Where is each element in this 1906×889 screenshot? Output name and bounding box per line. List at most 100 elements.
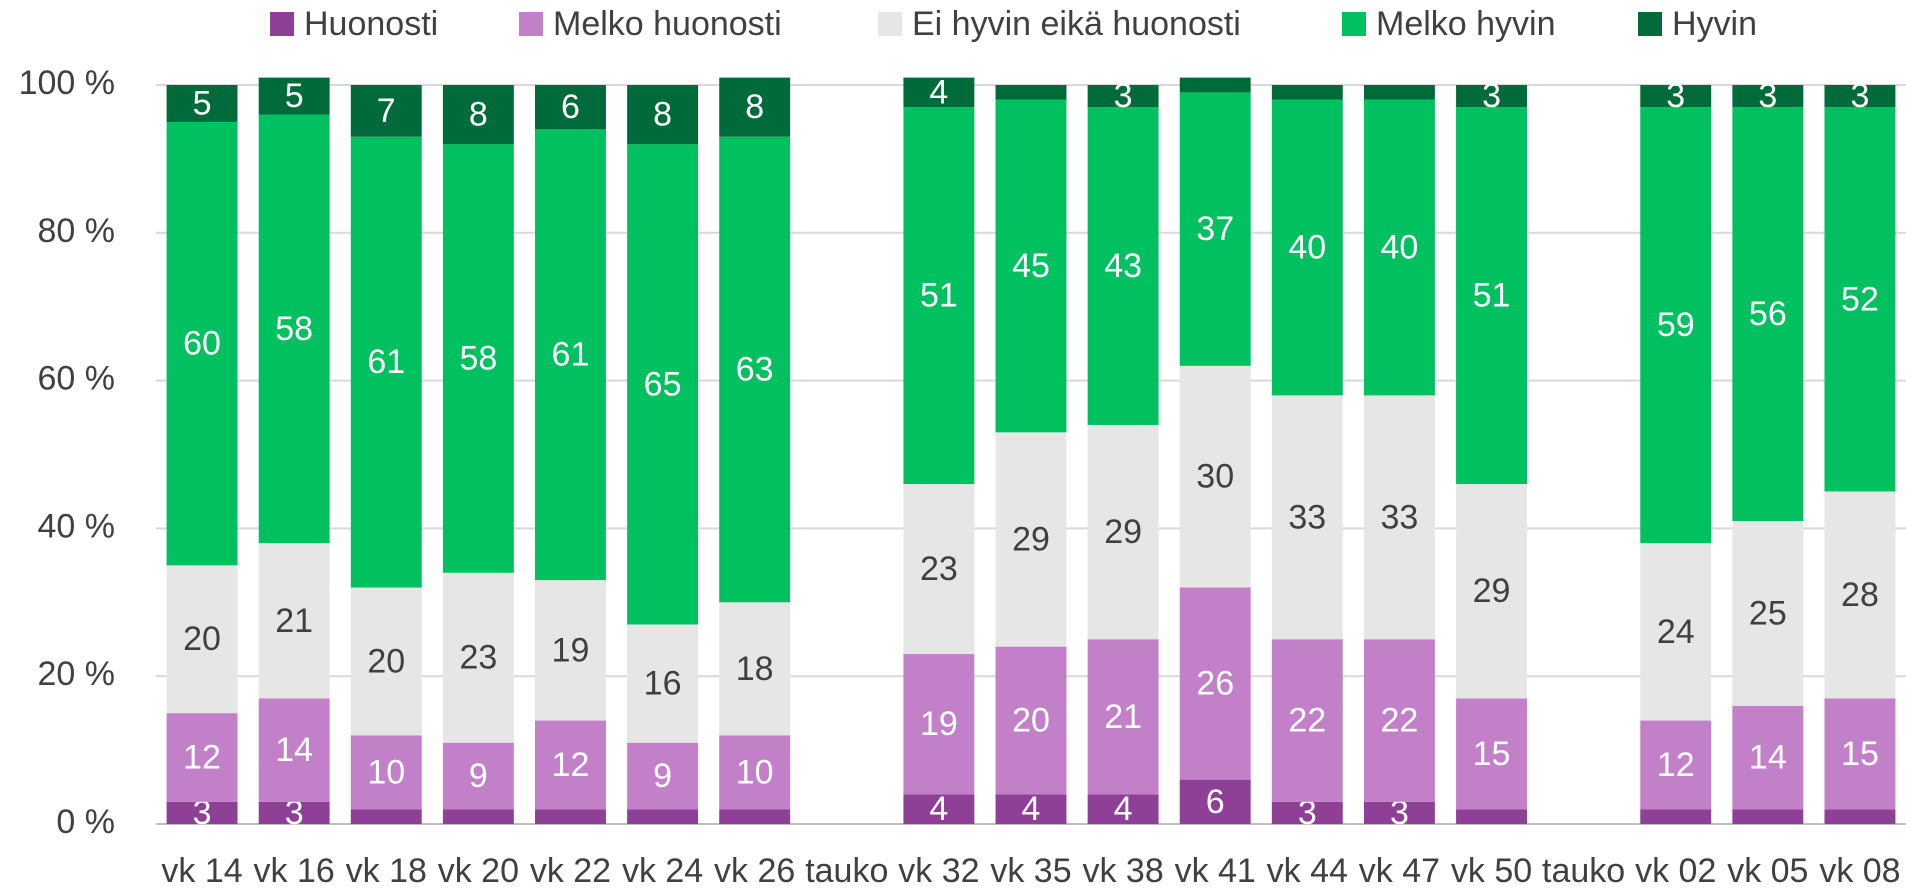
data-label: 3 [1114, 77, 1133, 115]
bar-segment [903, 107, 975, 485]
data-label: 12 [552, 746, 590, 784]
legend-label: Melko hyvin [1376, 5, 1556, 43]
data-label: 20 [367, 642, 405, 680]
data-label: 5 [285, 77, 304, 115]
bar-segment [1732, 521, 1804, 706]
x-tick-label: vk 44 [1267, 852, 1348, 889]
bar-segment [535, 580, 606, 721]
bar-segment [350, 809, 422, 824]
bar-segment [627, 809, 699, 824]
data-label: 12 [183, 738, 221, 776]
data-label: 21 [275, 602, 313, 640]
bar-segment [995, 85, 1067, 100]
x-tick-label: tauko [805, 852, 888, 889]
bar-segment [995, 646, 1067, 795]
legend-swatch [878, 12, 902, 36]
bar-segment [166, 565, 238, 714]
bar-segment [719, 77, 791, 137]
data-label: 3 [1850, 77, 1869, 115]
bar-segment [1271, 99, 1343, 396]
x-tick-label: vk 50 [1451, 852, 1532, 889]
bar-segment [1179, 92, 1251, 366]
data-label: 8 [745, 88, 764, 126]
bar-segment [166, 85, 238, 122]
data-label: 3 [193, 794, 212, 832]
data-label: 45 [1012, 247, 1050, 285]
x-tick-label: vk 38 [1082, 852, 1163, 889]
data-label: 20 [183, 620, 221, 658]
x-tick-label: vk 02 [1635, 852, 1716, 889]
data-label: 21 [1104, 698, 1142, 736]
data-label: 15 [1473, 735, 1511, 773]
legend-swatch [270, 12, 294, 36]
bar-segment [1732, 85, 1804, 108]
bar-segment [1179, 77, 1251, 93]
data-label: 4 [929, 73, 948, 111]
bar-segment [1271, 85, 1343, 100]
bar-segment [627, 742, 699, 810]
data-label: 7 [377, 92, 396, 130]
data-label: 33 [1288, 498, 1326, 536]
data-label: 9 [653, 757, 672, 795]
x-tick-label: vk 16 [254, 852, 335, 889]
data-label: 10 [367, 753, 405, 791]
data-label: 40 [1288, 229, 1326, 267]
data-label: 9 [469, 757, 488, 795]
bar-segment [442, 809, 514, 824]
bar-segment [719, 735, 791, 810]
bar-segment [1456, 698, 1527, 810]
data-label: 3 [1482, 77, 1501, 115]
bar-segment [258, 77, 330, 115]
data-label: 25 [1749, 594, 1787, 632]
bar-segment [535, 720, 606, 810]
data-label: 3 [1666, 77, 1685, 115]
bar-segment [1087, 424, 1159, 640]
x-tick-label: vk 32 [898, 852, 979, 889]
x-tick-label: vk 47 [1359, 852, 1440, 889]
data-label: 43 [1104, 247, 1142, 285]
data-label: 8 [469, 96, 488, 134]
data-label: 4 [1022, 790, 1041, 828]
bar-segment [1824, 85, 1896, 108]
bar-segment [1456, 484, 1527, 699]
data-label: 5 [193, 84, 212, 122]
y-tick-label: 40 % [38, 507, 116, 545]
data-label: 20 [1012, 702, 1050, 740]
bar-segment [166, 121, 238, 566]
data-label: 40 [1381, 229, 1419, 267]
x-tick-label: vk 20 [438, 852, 519, 889]
bar-segment [1732, 809, 1804, 824]
bar-segment [1824, 698, 1896, 810]
data-label: 22 [1288, 702, 1326, 740]
data-label: 29 [1104, 513, 1142, 551]
bar-segment [903, 77, 975, 108]
x-tick-label: vk 05 [1727, 852, 1808, 889]
data-label: 16 [644, 665, 682, 703]
bar-segment [350, 735, 422, 810]
bar-segment [1732, 107, 1804, 522]
bar-segment [1640, 543, 1712, 721]
bar-segment [1179, 365, 1251, 588]
bar-segment [719, 602, 791, 736]
legend-label: Ei hyvin eikä huonosti [912, 5, 1241, 43]
bar-segment [1271, 395, 1343, 640]
legend-label: Huonosti [304, 5, 438, 43]
bar-segment [1179, 779, 1251, 824]
data-label: 61 [552, 336, 590, 374]
bar-segment [903, 794, 975, 824]
data-label: 23 [459, 639, 497, 677]
bar-segment [1456, 85, 1527, 108]
y-tick-label: 100 % [19, 64, 115, 102]
legend-label: Hyvin [1672, 5, 1757, 43]
bar-segment [903, 654, 975, 795]
x-tick-label: tauko [1542, 852, 1625, 889]
y-tick-label: 80 % [38, 212, 116, 250]
legend-label: Melko huonosti [553, 5, 782, 43]
legend-swatch [1638, 12, 1662, 36]
x-tick-label: vk 18 [346, 852, 427, 889]
bar-segment [1640, 809, 1712, 824]
data-label: 51 [920, 277, 958, 315]
bar-segment [903, 484, 975, 655]
bar-segment [166, 801, 238, 824]
